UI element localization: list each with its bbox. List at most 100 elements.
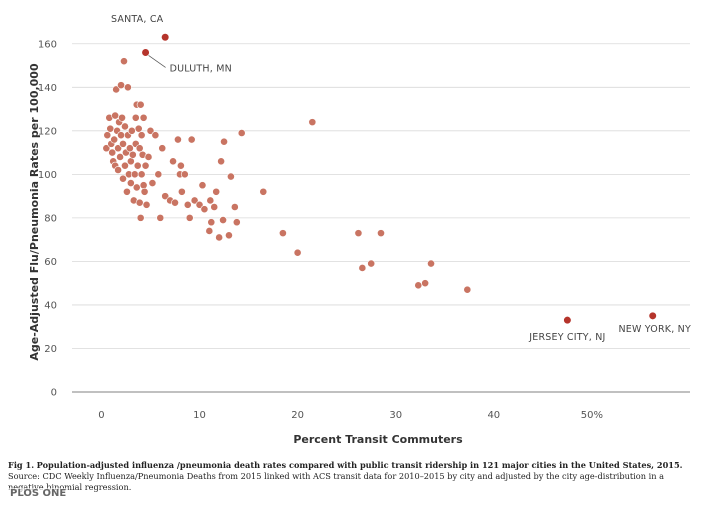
data-point bbox=[144, 153, 153, 161]
y-tick-label: 120 bbox=[38, 126, 57, 137]
data-point bbox=[183, 200, 192, 209]
point-annotation: DULUTH, MN bbox=[170, 63, 232, 74]
data-point bbox=[205, 227, 214, 235]
data-point bbox=[421, 279, 430, 288]
plos-one-watermark: PLOS ONE bbox=[8, 488, 69, 499]
highlighted-point bbox=[141, 48, 150, 57]
data-point bbox=[463, 285, 472, 294]
data-point bbox=[227, 172, 235, 181]
y-axis-title: Age-Adjusted Flu/Pneumonia Rates per 100… bbox=[28, 63, 41, 361]
y-axis-ticks: 0 20 40 60 80 100 120 140 160 bbox=[38, 39, 57, 398]
data-point bbox=[102, 144, 111, 153]
data-point bbox=[354, 229, 363, 238]
data-point bbox=[123, 187, 131, 196]
data-point bbox=[156, 213, 165, 222]
data-point bbox=[230, 203, 239, 211]
point-annotation: NEW YORK, NY bbox=[618, 324, 690, 335]
data-point bbox=[137, 170, 146, 179]
y-tick-label: 140 bbox=[38, 83, 57, 94]
data-point bbox=[112, 85, 121, 94]
y-tick-label: 20 bbox=[44, 344, 57, 355]
data-point bbox=[124, 83, 132, 92]
data-point bbox=[207, 218, 216, 227]
data-point bbox=[367, 259, 376, 268]
data-point bbox=[212, 187, 221, 196]
data-point bbox=[414, 281, 423, 290]
data-point bbox=[293, 248, 302, 257]
data-point bbox=[139, 181, 148, 190]
data-point bbox=[259, 187, 268, 196]
y-tick-label: 100 bbox=[38, 170, 57, 181]
figure-caption: Fig 1. Population-adjusted influenza /pn… bbox=[8, 460, 698, 500]
data-point bbox=[142, 200, 151, 209]
data-point bbox=[158, 144, 167, 153]
data-point bbox=[215, 233, 224, 242]
data-point bbox=[177, 187, 186, 196]
annotations: SANTA, CA DULUTH, MN JERSEY CITY, NJ NEW YO… bbox=[111, 14, 691, 343]
data-point bbox=[237, 129, 246, 137]
data-point bbox=[279, 229, 287, 238]
data-point bbox=[148, 179, 157, 187]
x-tick-label: 10 bbox=[193, 410, 206, 421]
highlighted-point bbox=[563, 316, 572, 325]
caption-label: Fig 1. bbox=[8, 460, 35, 470]
x-tick-label: 20 bbox=[291, 410, 304, 421]
data-point bbox=[219, 216, 227, 224]
data-point bbox=[161, 192, 170, 201]
data-point bbox=[217, 157, 226, 166]
data-point bbox=[108, 148, 117, 157]
data-point bbox=[114, 166, 123, 174]
data-point bbox=[377, 229, 385, 238]
grid-layer bbox=[72, 43, 690, 393]
x-tick-label: 40 bbox=[487, 410, 500, 421]
data-point bbox=[119, 139, 127, 148]
point-annotation: SANTA, CA bbox=[111, 14, 164, 25]
data-point bbox=[206, 196, 215, 205]
data-point bbox=[198, 181, 207, 190]
data-point bbox=[210, 203, 219, 211]
data-point bbox=[136, 213, 145, 222]
data-point bbox=[121, 122, 129, 131]
data-point bbox=[126, 157, 135, 166]
data-point bbox=[171, 198, 179, 207]
x-axis-ticks: 0 10 20 30 40 50% bbox=[98, 410, 603, 421]
data-point bbox=[154, 170, 163, 179]
data-point bbox=[128, 150, 137, 159]
data-point bbox=[427, 259, 435, 268]
data-point bbox=[135, 144, 144, 153]
y-tick-label: 0 bbox=[51, 388, 57, 399]
highlighted-point bbox=[648, 311, 657, 320]
data-point bbox=[120, 57, 128, 66]
x-tick-label: 30 bbox=[389, 410, 402, 421]
data-point bbox=[232, 218, 241, 227]
data-point bbox=[308, 118, 317, 127]
data-point bbox=[126, 179, 135, 187]
data-point bbox=[187, 135, 196, 144]
data-point bbox=[190, 196, 199, 205]
data-point bbox=[136, 100, 145, 109]
data-point bbox=[114, 144, 123, 153]
data-point bbox=[176, 161, 185, 170]
data-point bbox=[140, 187, 149, 196]
point-annotation: JERSEY CITY, NJ bbox=[528, 332, 605, 343]
scatter-chart: 0 20 40 60 80 100 120 140 160 0 10 20 30 40 50% SANTA… bbox=[28, 14, 691, 446]
data-point bbox=[117, 81, 125, 90]
data-point bbox=[116, 153, 124, 161]
y-tick-label: 80 bbox=[44, 213, 57, 224]
highlighted-point bbox=[161, 33, 170, 42]
data-points bbox=[102, 33, 657, 325]
data-point bbox=[200, 205, 209, 214]
data-point bbox=[131, 113, 140, 122]
data-point bbox=[121, 161, 129, 170]
x-tick-label: 0 bbox=[98, 410, 104, 421]
y-tick-label: 60 bbox=[44, 257, 57, 268]
x-axis-title: Percent Transit Commuters bbox=[293, 433, 463, 446]
data-point bbox=[169, 157, 177, 166]
data-point bbox=[119, 174, 127, 183]
data-point bbox=[225, 231, 233, 240]
data-point bbox=[127, 126, 136, 135]
data-point bbox=[137, 131, 146, 140]
data-point bbox=[146, 126, 155, 135]
data-point bbox=[139, 113, 148, 122]
